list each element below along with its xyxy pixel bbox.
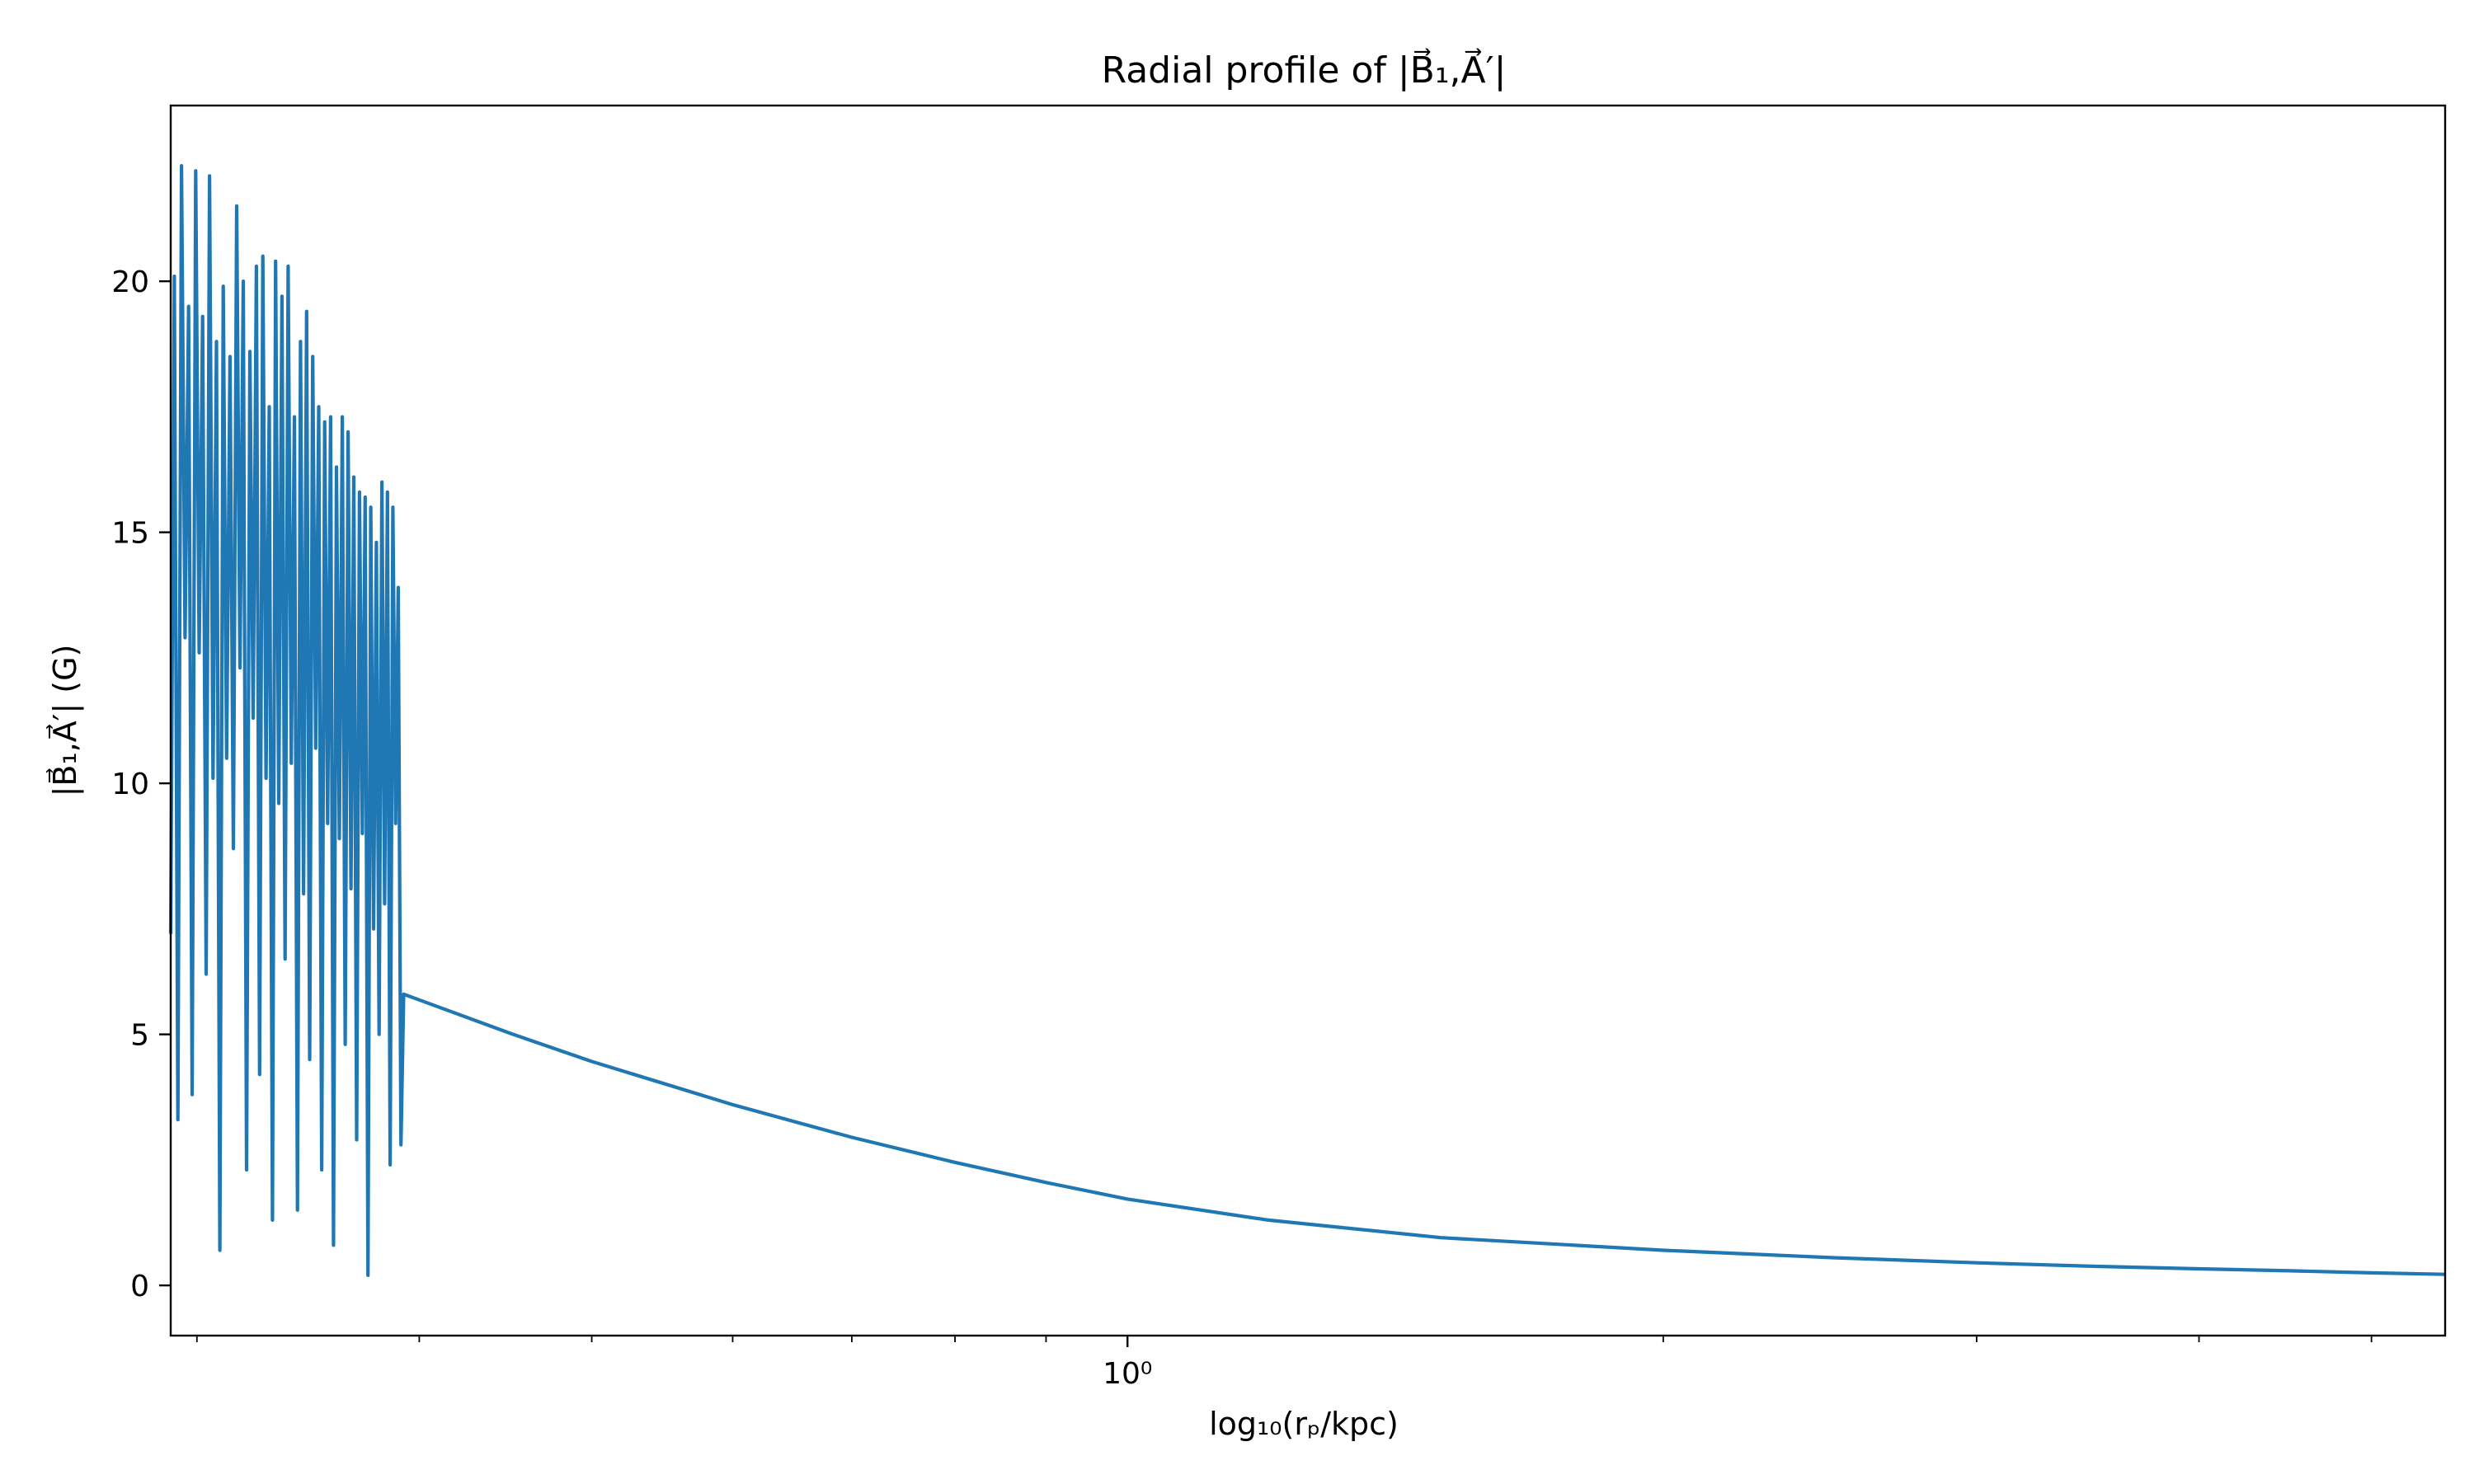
y-tick-label-2: 10 <box>111 768 149 801</box>
chart-title: Radial profile of |B⃗₁,A⃗′| <box>1102 48 1507 92</box>
y-tick-label-0: 0 <box>130 1270 149 1303</box>
y-tick-label-4: 20 <box>111 265 149 299</box>
y-axis-label: |B⃗₁,A⃗′| (G) <box>46 645 84 797</box>
y-tick-label-3: 15 <box>111 517 149 551</box>
y-axis-ticks: 0 5 10 15 20 <box>111 265 171 1303</box>
x-axis-label: log₁₀(rₚ/kpc) <box>1209 1406 1399 1442</box>
series-line-0 <box>168 164 2446 1277</box>
plot-series-layer <box>168 164 2446 1277</box>
plot-frame <box>169 104 2447 1337</box>
x-axis-ticks: 10⁰ <box>195 1336 2373 1391</box>
y-tick-label-1: 5 <box>130 1019 149 1053</box>
x-tick-label-0: 10⁰ <box>1103 1357 1152 1391</box>
